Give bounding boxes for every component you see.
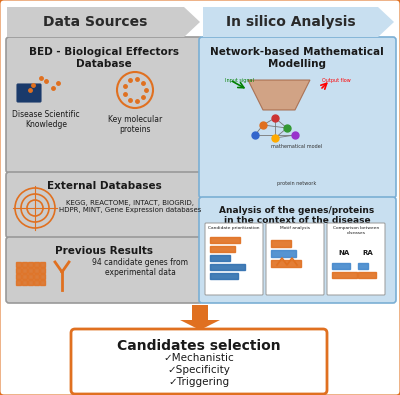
FancyBboxPatch shape [205, 223, 263, 295]
Bar [271, 240, 291, 247]
Bar [210, 237, 240, 243]
FancyBboxPatch shape [6, 37, 202, 173]
Text: Analysis of the genes/proteins
in the context of the disease: Analysis of the genes/proteins in the co… [219, 206, 375, 226]
Bar [332, 263, 350, 269]
Bar [28, 268, 33, 273]
Bar [40, 274, 45, 279]
Text: 94 candidate genes from
experimental data: 94 candidate genes from experimental dat… [92, 258, 188, 277]
FancyBboxPatch shape [6, 172, 202, 238]
Bar [16, 262, 21, 267]
FancyBboxPatch shape [199, 37, 396, 198]
Bar [34, 280, 39, 285]
Text: Disease Scientific
Knowledge: Disease Scientific Knowledge [12, 110, 80, 130]
FancyBboxPatch shape [6, 237, 202, 303]
Bar [16, 274, 21, 279]
FancyBboxPatch shape [199, 197, 396, 303]
Text: Network-based Mathematical
Modelling: Network-based Mathematical Modelling [210, 47, 384, 69]
Bar [22, 262, 27, 267]
Bar [40, 262, 45, 267]
Text: Comparison between
diseases: Comparison between diseases [333, 226, 379, 235]
Text: protein network: protein network [277, 181, 317, 186]
FancyBboxPatch shape [71, 329, 327, 394]
Text: ✓Triggering: ✓Triggering [168, 377, 230, 387]
Polygon shape [248, 80, 310, 110]
Bar [332, 272, 357, 278]
Text: Motif analysis: Motif analysis [280, 226, 310, 230]
Text: KEGG, REACTOME, INTACT, BIOGRID,
HDPR, MINT, Gene Expression databases: KEGG, REACTOME, INTACT, BIOGRID, HDPR, M… [59, 200, 201, 213]
Polygon shape [180, 305, 220, 330]
Bar [358, 263, 368, 269]
Polygon shape [7, 7, 200, 37]
Bar [28, 274, 33, 279]
Bar [210, 255, 230, 261]
Text: Candidate prioritization: Candidate prioritization [208, 226, 260, 230]
Bar [34, 268, 39, 273]
Text: ✓Mechanistic: ✓Mechanistic [164, 353, 234, 363]
Text: Key molecular
proteins: Key molecular proteins [108, 115, 162, 134]
Text: Input signal: Input signal [225, 78, 254, 83]
Bar [22, 280, 27, 285]
Text: mathematical model: mathematical model [272, 144, 322, 149]
FancyBboxPatch shape [266, 223, 324, 295]
Text: In silico Analysis: In silico Analysis [226, 15, 355, 29]
Bar [34, 262, 39, 267]
Text: BED - Biological Effectors
Database: BED - Biological Effectors Database [29, 47, 179, 69]
Text: NA: NA [338, 250, 350, 256]
Text: Previous Results: Previous Results [55, 246, 153, 256]
Bar [210, 264, 245, 270]
Polygon shape [203, 7, 394, 37]
Bar [16, 268, 21, 273]
FancyBboxPatch shape [17, 84, 41, 102]
Bar [271, 250, 296, 257]
Bar [28, 280, 33, 285]
Text: ✓Specificity: ✓Specificity [168, 365, 230, 375]
Bar [22, 268, 27, 273]
FancyBboxPatch shape [327, 223, 385, 295]
Text: External Databases: External Databases [47, 181, 161, 191]
Bar [22, 274, 27, 279]
Bar [34, 274, 39, 279]
Bar [16, 280, 21, 285]
Text: Candidates selection: Candidates selection [117, 339, 281, 353]
Bar [271, 260, 301, 267]
Text: RA: RA [363, 250, 373, 256]
Bar [210, 273, 238, 279]
Bar [40, 268, 45, 273]
Bar [358, 272, 376, 278]
Bar [28, 262, 33, 267]
Text: Output flow: Output flow [322, 78, 351, 83]
Bar [210, 246, 235, 252]
Bar [40, 280, 45, 285]
Text: Data Sources: Data Sources [43, 15, 148, 29]
